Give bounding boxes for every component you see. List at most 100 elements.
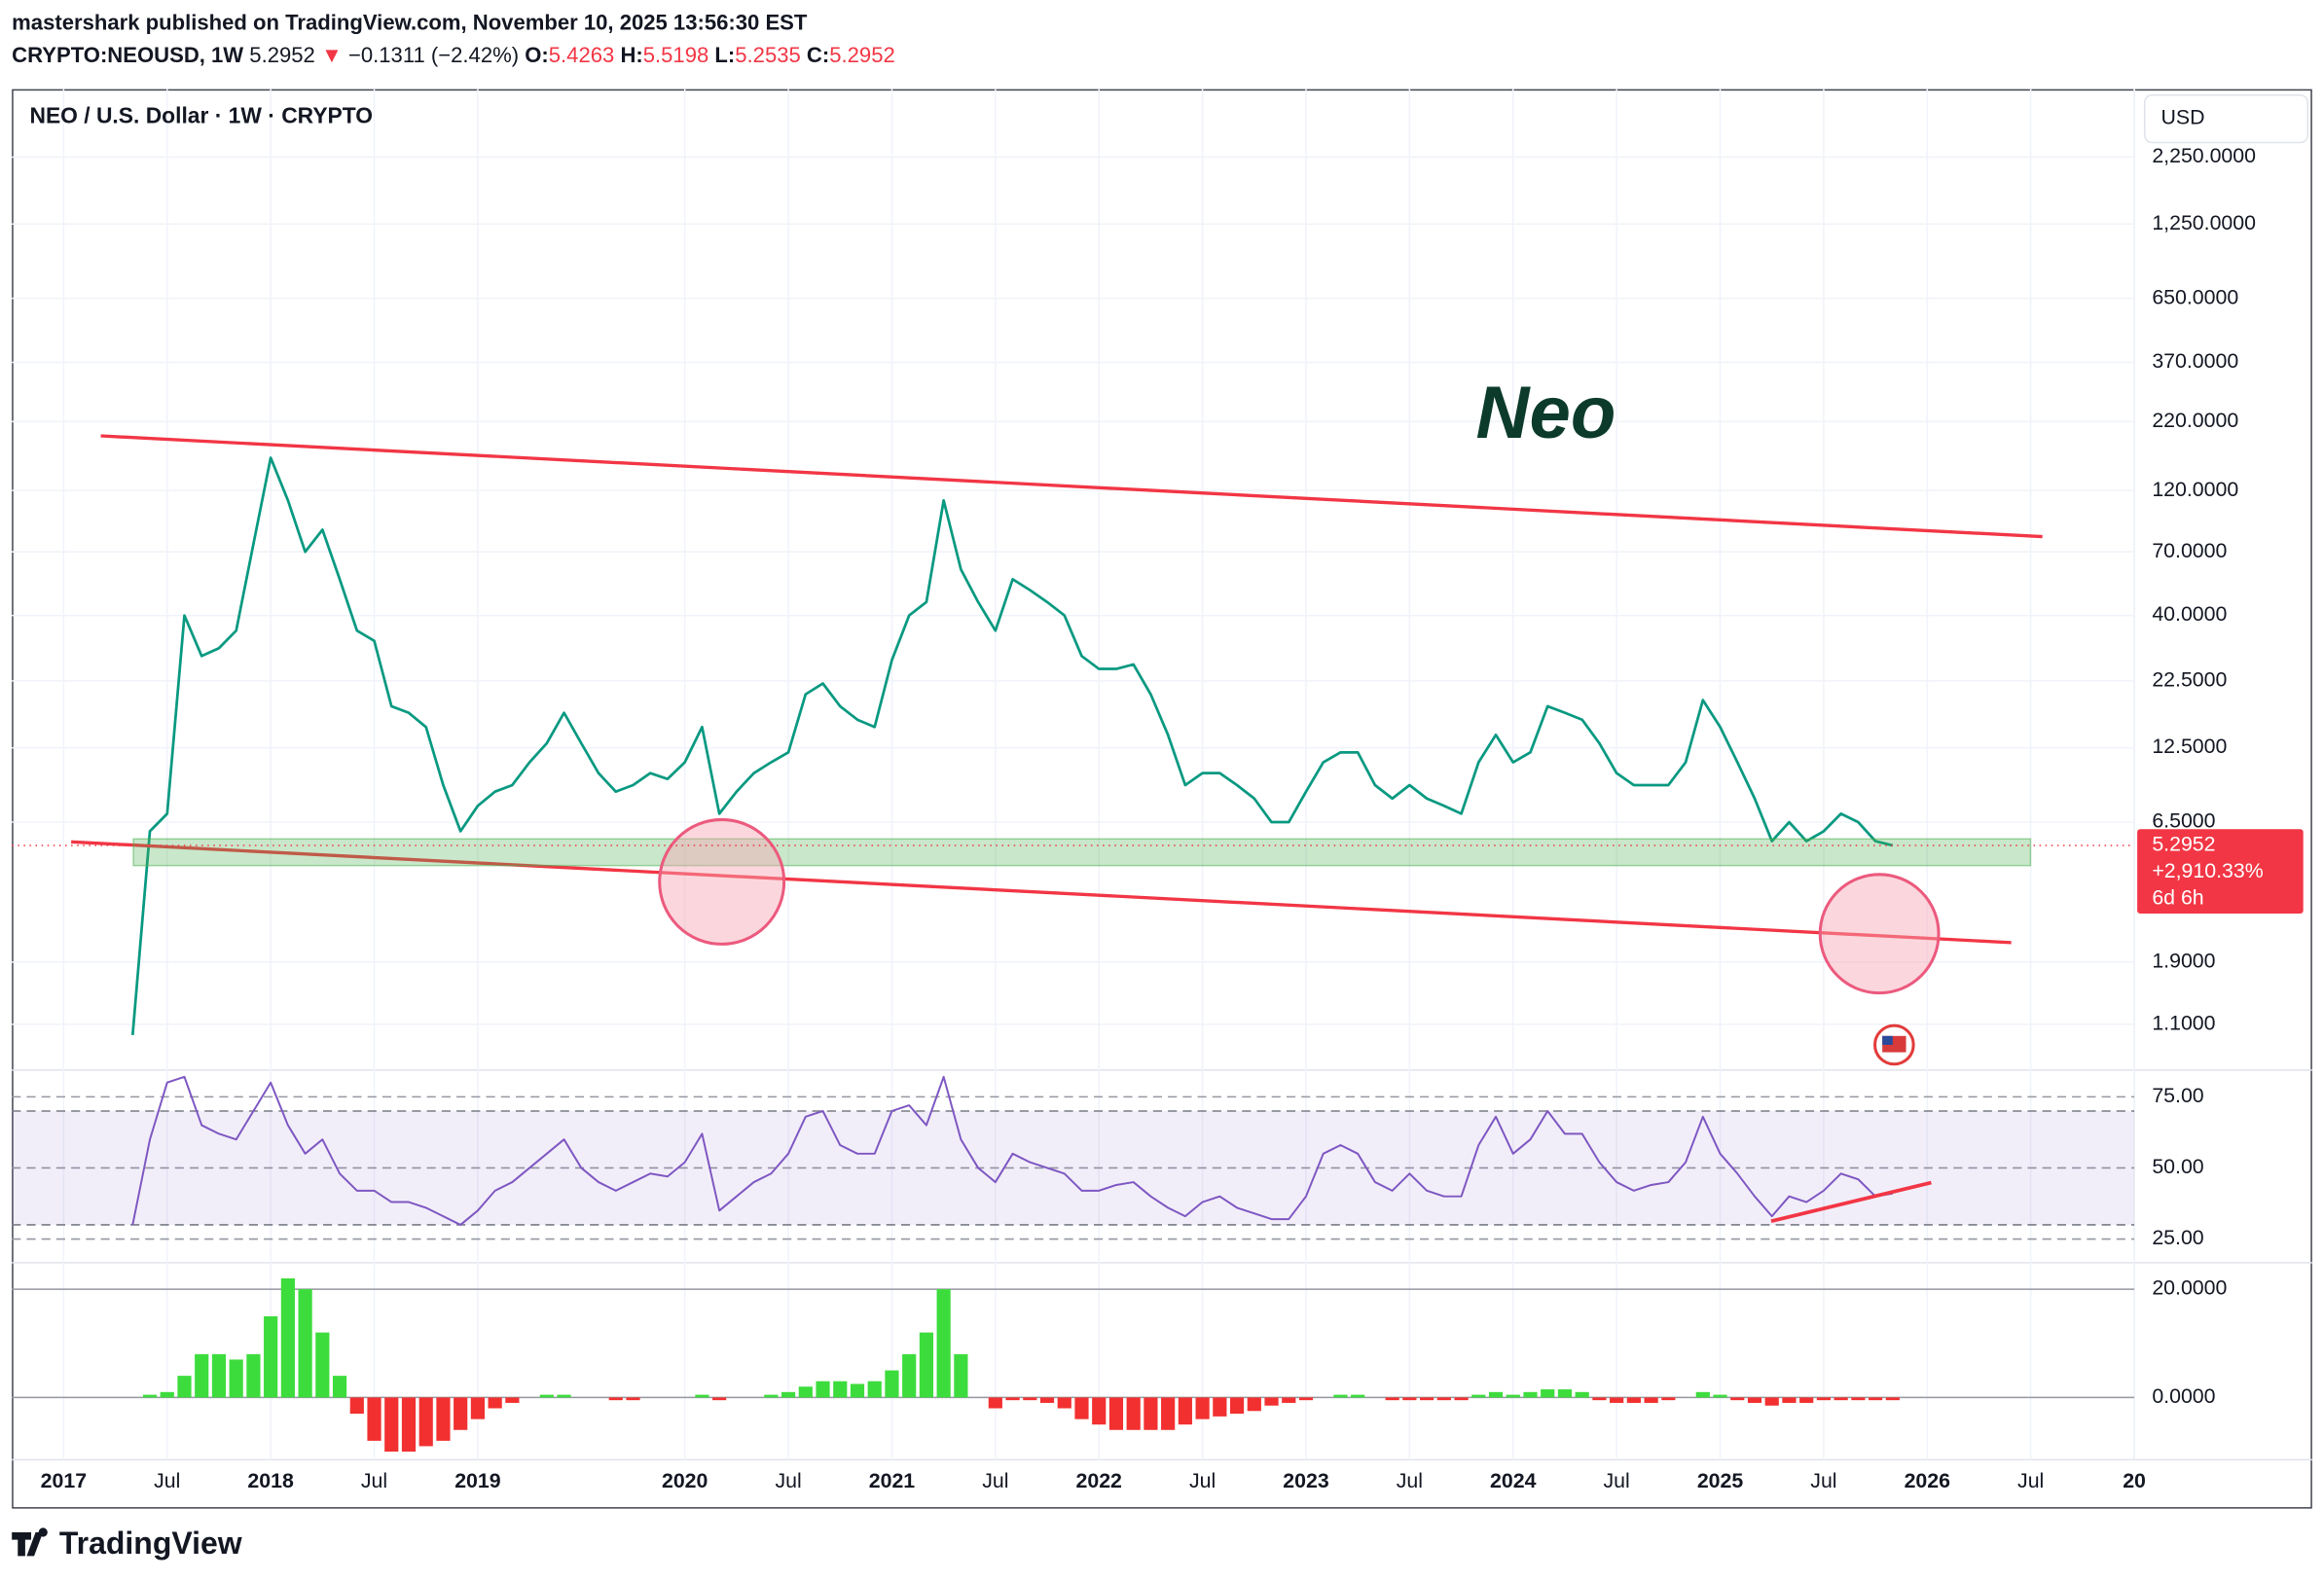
histogram-bar <box>1351 1394 1365 1398</box>
histogram-bar <box>816 1381 830 1398</box>
histogram-bar <box>470 1397 486 1419</box>
x-tick-label: 2022 <box>1076 1469 1122 1492</box>
histogram-bar <box>781 1391 796 1398</box>
histogram-bar <box>1661 1397 1676 1401</box>
rsi-trendline <box>1770 1180 1932 1224</box>
x-tick-label: 2018 <box>247 1469 294 1492</box>
histogram-bar <box>1195 1397 1210 1419</box>
histogram-bar <box>1506 1394 1520 1398</box>
histogram-bar <box>557 1394 571 1398</box>
histogram-bar <box>1402 1397 1417 1401</box>
x-tick-label: Jul <box>1810 1469 1836 1492</box>
arrow: ▼ <box>321 43 343 67</box>
histogram-bar <box>454 1397 468 1430</box>
histogram-bar <box>1161 1397 1176 1430</box>
histogram-bar <box>712 1397 727 1401</box>
x-tick-label: 2019 <box>454 1469 501 1492</box>
histogram-bar <box>1592 1397 1607 1401</box>
histogram-bar <box>1764 1397 1779 1406</box>
histogram-bar <box>1575 1391 1589 1398</box>
histogram-bar <box>608 1397 623 1401</box>
histogram-bar <box>954 1353 968 1398</box>
chart-layer: 2017 Jul 2018 Jul 2019 2020 Jul 2021 Jul 2022 Jul 2… <box>12 89 2312 1492</box>
histogram-bar <box>833 1381 848 1398</box>
histogram-bar <box>505 1397 520 1403</box>
histogram-bar <box>1420 1397 1434 1401</box>
histogram-bar <box>1454 1397 1469 1401</box>
drawings <box>71 434 2043 1224</box>
histogram-bar <box>229 1359 243 1398</box>
histogram-bar <box>1436 1397 1451 1401</box>
histogram-bar <box>142 1394 158 1398</box>
annotation: Neo <box>1476 372 1616 454</box>
histogram-bar <box>211 1353 227 1398</box>
y-tick-label: 70.0000 <box>2152 539 2227 562</box>
histogram-bar <box>1834 1397 1848 1401</box>
histogram-bar <box>1108 1397 1124 1430</box>
rsi-line <box>131 1075 1893 1226</box>
histogram-bar <box>867 1381 882 1398</box>
histogram-bar <box>1885 1397 1900 1401</box>
histogram-bar <box>1229 1397 1245 1415</box>
histogram-bar <box>401 1397 417 1453</box>
x-tick-label: Jul <box>1397 1469 1423 1492</box>
x-tick-label: 2026 <box>1905 1469 1951 1492</box>
currency-button[interactable] <box>2143 93 2309 144</box>
histogram-bar <box>488 1397 502 1409</box>
price: 5.2952 <box>249 43 315 67</box>
histogram-bar <box>1869 1397 1883 1401</box>
y-tick-label: 75.00 <box>2152 1084 2203 1107</box>
upper-trendline <box>100 434 2043 539</box>
brand-name: TradingView <box>59 1526 242 1561</box>
rsi-band <box>12 1110 2135 1225</box>
y-tick-label: 1.9000 <box>2152 949 2215 972</box>
histogram-bar <box>1247 1397 1261 1412</box>
y-tick-label: 25.00 <box>2152 1226 2203 1249</box>
histogram-bar <box>384 1397 399 1453</box>
x-tick-label: 2025 <box>1697 1469 1744 1492</box>
histogram-bar <box>1057 1397 1071 1409</box>
histogram-bar <box>1178 1397 1192 1425</box>
histogram-bar <box>1488 1391 1504 1398</box>
histogram-bar <box>195 1353 209 1398</box>
histogram-bar <box>902 1353 917 1398</box>
histogram-bar <box>418 1397 433 1447</box>
histogram-bar <box>1644 1397 1658 1403</box>
histogram-bar <box>1523 1391 1538 1398</box>
histogram-bar <box>1023 1397 1037 1401</box>
x-tick-label: Jul <box>1604 1469 1630 1492</box>
histogram-bar <box>1851 1397 1866 1401</box>
histogram-bar <box>936 1289 951 1398</box>
y-tick-label: 40.0000 <box>2152 602 2227 626</box>
y-tick-label: 370.0000 <box>2152 349 2238 373</box>
histogram-bar <box>1471 1394 1486 1398</box>
x-tick-label: 2023 <box>1283 1469 1329 1492</box>
x-tick-label: 2024 <box>1490 1469 1537 1492</box>
y-tick-label: 2,250.0000 <box>2152 144 2256 167</box>
histogram-bar <box>160 1391 174 1398</box>
x-tick-label: 2020 <box>662 1469 708 1492</box>
symbol-line: CRYPTO:NEOUSD, 1W 5.2952 ▼ −0.1311 (−2.4… <box>12 43 895 67</box>
histogram-bar <box>1005 1397 1020 1401</box>
histogram-bar <box>919 1332 934 1398</box>
histogram-bar <box>1144 1397 1158 1430</box>
change: −0.1311 (−2.42%) <box>348 43 519 67</box>
histogram-bar <box>988 1397 1002 1409</box>
y-tick-label: 20.0000 <box>2152 1276 2227 1300</box>
histogram-bar <box>1713 1394 1727 1398</box>
histogram-bar <box>1695 1391 1710 1398</box>
histogram-bar <box>539 1394 554 1398</box>
histogram-bar <box>1039 1397 1055 1403</box>
histogram-bar <box>246 1353 261 1398</box>
x-tick-label: Jul <box>154 1469 180 1492</box>
histogram-bar <box>850 1383 865 1398</box>
y-tick-label: 6.5000 <box>2152 809 2215 833</box>
x-tick-label: 2021 <box>869 1469 916 1492</box>
symbol: CRYPTO:NEOUSD, 1W <box>12 43 243 67</box>
histogram-bar <box>332 1376 347 1398</box>
histogram-bar <box>1092 1397 1107 1425</box>
currency[interactable]: USD <box>2161 106 2204 129</box>
last-price-box <box>2137 829 2304 915</box>
